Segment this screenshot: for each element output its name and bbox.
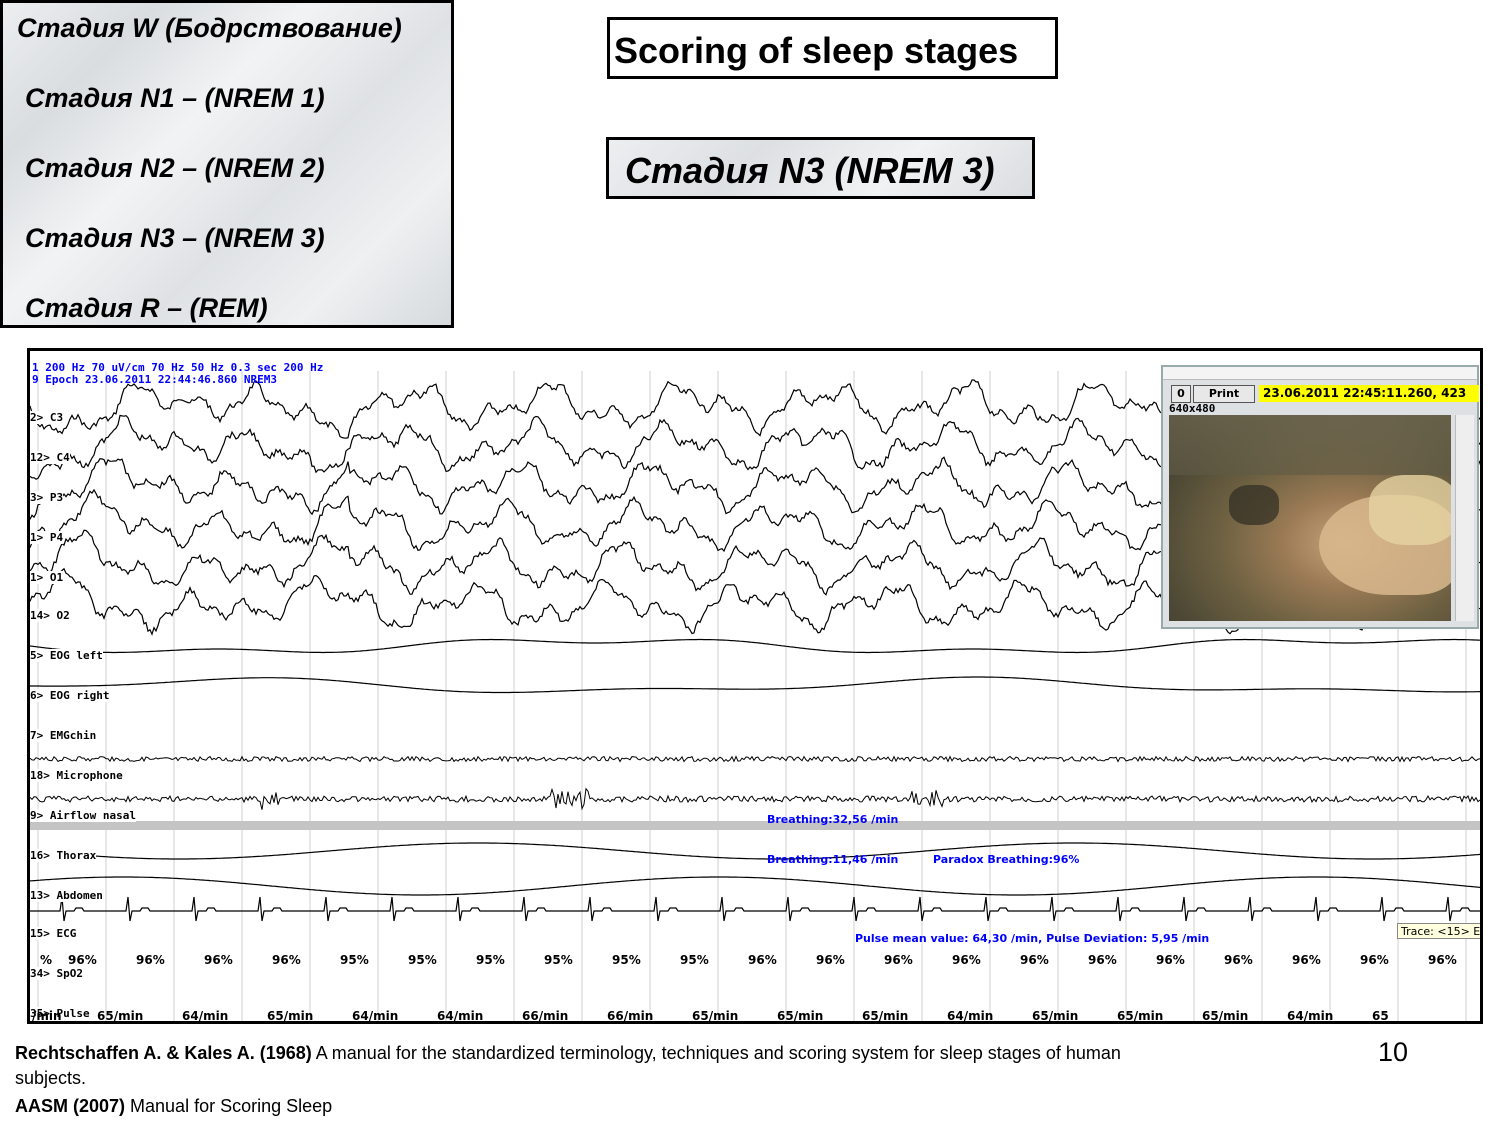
spo2-value: 96% [1360, 953, 1389, 967]
pulse-value: 65/min [777, 1009, 824, 1023]
spo2-value: 95% [544, 953, 573, 967]
pulse-value: 65/min [97, 1009, 144, 1023]
ecg-trace [30, 896, 1480, 922]
channel-label: 34> SpO2 [30, 967, 83, 980]
channel-label: 12> C4 [30, 451, 70, 464]
stage-r: Стадия R – (REM) [25, 293, 268, 323]
spo2-value: 96% [1428, 953, 1457, 967]
channel-label: 1> O1 [30, 571, 64, 584]
channel-label: 5> EOG left [30, 649, 103, 662]
video-frame [1169, 415, 1451, 621]
spo2-value: 96% [136, 953, 165, 967]
video-panel[interactable]: 0 Print 23.06.2011 22:45:11.260, 423 640… [1161, 365, 1479, 629]
reference-2-author: AASM (2007) [15, 1096, 126, 1116]
psg-recording-window[interactable]: 1 200 Hz 70 uV/cm 70 Hz 50 Hz 0.3 sec 20… [27, 348, 1483, 1024]
abdomen-trace [30, 876, 1480, 896]
pulse-value: 66/min [522, 1009, 569, 1023]
eog-right-trace [30, 676, 1480, 694]
spo2-value: 96% [1020, 953, 1049, 967]
channel-label: 9> Airflow nasal [30, 809, 136, 822]
spo2-value: % [40, 953, 53, 967]
video-vertical-scrollbar[interactable] [1455, 415, 1474, 621]
pulse-value: 65/min [1202, 1009, 1249, 1023]
channel-label: 7> EMGchin [30, 729, 97, 742]
video-print-button[interactable]: Print [1193, 385, 1255, 403]
pulse-value: 66/min [607, 1009, 654, 1023]
reference-1: Rechtschaffen A. & Kales A. (1968) A man… [15, 1043, 1121, 1064]
pulse-value: 65/min [862, 1009, 909, 1023]
channel-label: 15> ECG [30, 927, 77, 940]
pulse-value: 64/min [182, 1009, 229, 1023]
channel-label: 6> EOG right [30, 689, 110, 702]
spo2-value: 96% [1224, 953, 1253, 967]
stage-n3: Стадия N3 – (NREM 3) [25, 223, 325, 253]
page-number: 10 [1378, 1037, 1409, 1067]
spo2-value: 96% [204, 953, 233, 967]
thorax-trace [30, 842, 1480, 860]
pulse-value: 64/min [947, 1009, 994, 1023]
channel-label: 3> P3 [30, 491, 64, 504]
channel-label: 13> Abdomen [30, 889, 103, 902]
pulse-value: 64/min [1287, 1009, 1334, 1023]
pulse-value: 65 [1372, 1009, 1389, 1023]
video-resolution: 640x480 [1169, 402, 1216, 415]
airflow-breathing-annotation: Breathing:32,56 /min [767, 813, 899, 826]
pulse-value: 65/min [692, 1009, 739, 1023]
page-title: Scoring of sleep stages [607, 17, 1058, 79]
reference-1-title: A manual for the standardized terminolog… [311, 1043, 1121, 1063]
thorax-breathing-annotation: Breathing:11,46 /min [767, 853, 899, 866]
reference-1-continuation: subjects. [15, 1068, 87, 1088]
pulse-value: 64/min [352, 1009, 399, 1023]
pulse-value: 65/min [267, 1009, 314, 1023]
spo2-value: 95% [408, 953, 437, 967]
reference-2: AASM (2007) Manual for Scoring Sleep [15, 1096, 332, 1117]
microphone-trace [30, 787, 1480, 811]
spo2-value: 96% [1156, 953, 1185, 967]
channel-label: 16> Thorax [30, 849, 97, 862]
current-stage-title: Стадия N3 (NREM 3) [606, 137, 1035, 199]
channel-label: 1> P4 [30, 531, 64, 544]
spo2-value: 95% [612, 953, 641, 967]
reference-1-author: Rechtschaffen A. & Kales A. (1968) [15, 1043, 312, 1063]
spo2-value: 96% [952, 953, 981, 967]
spo2-value: 96% [816, 953, 845, 967]
airflow-trace [30, 821, 1480, 830]
pulse-value: 64/min [437, 1009, 484, 1023]
recording-header-epoch: 9 Epoch 23.06.2011 22:44:46.860 NREM3 [32, 373, 278, 386]
channel-label: 2> C3 [30, 411, 64, 424]
spo2-value: 95% [680, 953, 709, 967]
spo2-value: 95% [476, 953, 505, 967]
spo2-value: 96% [884, 953, 913, 967]
video-zero-button[interactable]: 0 [1171, 385, 1191, 403]
channel-label: 14> O2 [30, 609, 70, 622]
emg-trace [30, 755, 1480, 763]
spo2-value: 96% [1088, 953, 1117, 967]
recording-header-settings: 1 200 Hz 70 uV/cm 70 Hz 50 Hz 0.3 sec 20… [32, 361, 324, 374]
pulse-value: /min [32, 1009, 62, 1023]
video-scrollbar[interactable] [1163, 367, 1477, 380]
spo2-value: 96% [748, 953, 777, 967]
pulse-value: 65/min [1032, 1009, 1079, 1023]
pulse-value: 65/min [1117, 1009, 1164, 1023]
eog-left-trace [30, 638, 1480, 654]
pulse-annotation: Pulse mean value: 64,30 /min, Pulse Devi… [855, 932, 1210, 945]
spo2-value: 96% [68, 953, 97, 967]
stage-w: Стадия W (Бодрствование) [17, 13, 402, 43]
channel-label: 35> Pulse [30, 1007, 90, 1020]
stage-n2: Стадия N2 – (NREM 2) [25, 153, 325, 183]
stage-n1: Стадия N1 – (NREM 1) [25, 83, 325, 113]
paradox-breathing-annotation: Paradox Breathing:96% [933, 853, 1080, 866]
channel-label: 18> Microphone [30, 769, 123, 782]
trace-tooltip: Trace: <15> E [1397, 923, 1480, 939]
spo2-value: 96% [1292, 953, 1321, 967]
spo2-value: 96% [272, 953, 301, 967]
reference-2-title: Manual for Scoring Sleep [125, 1096, 333, 1116]
stage-list-box: Стадия W (Бодрствование) Стадия N1 – (NR… [0, 0, 454, 328]
spo2-value: 95% [340, 953, 369, 967]
video-timestamp: 23.06.2011 22:45:11.260, 423 [1259, 385, 1479, 402]
